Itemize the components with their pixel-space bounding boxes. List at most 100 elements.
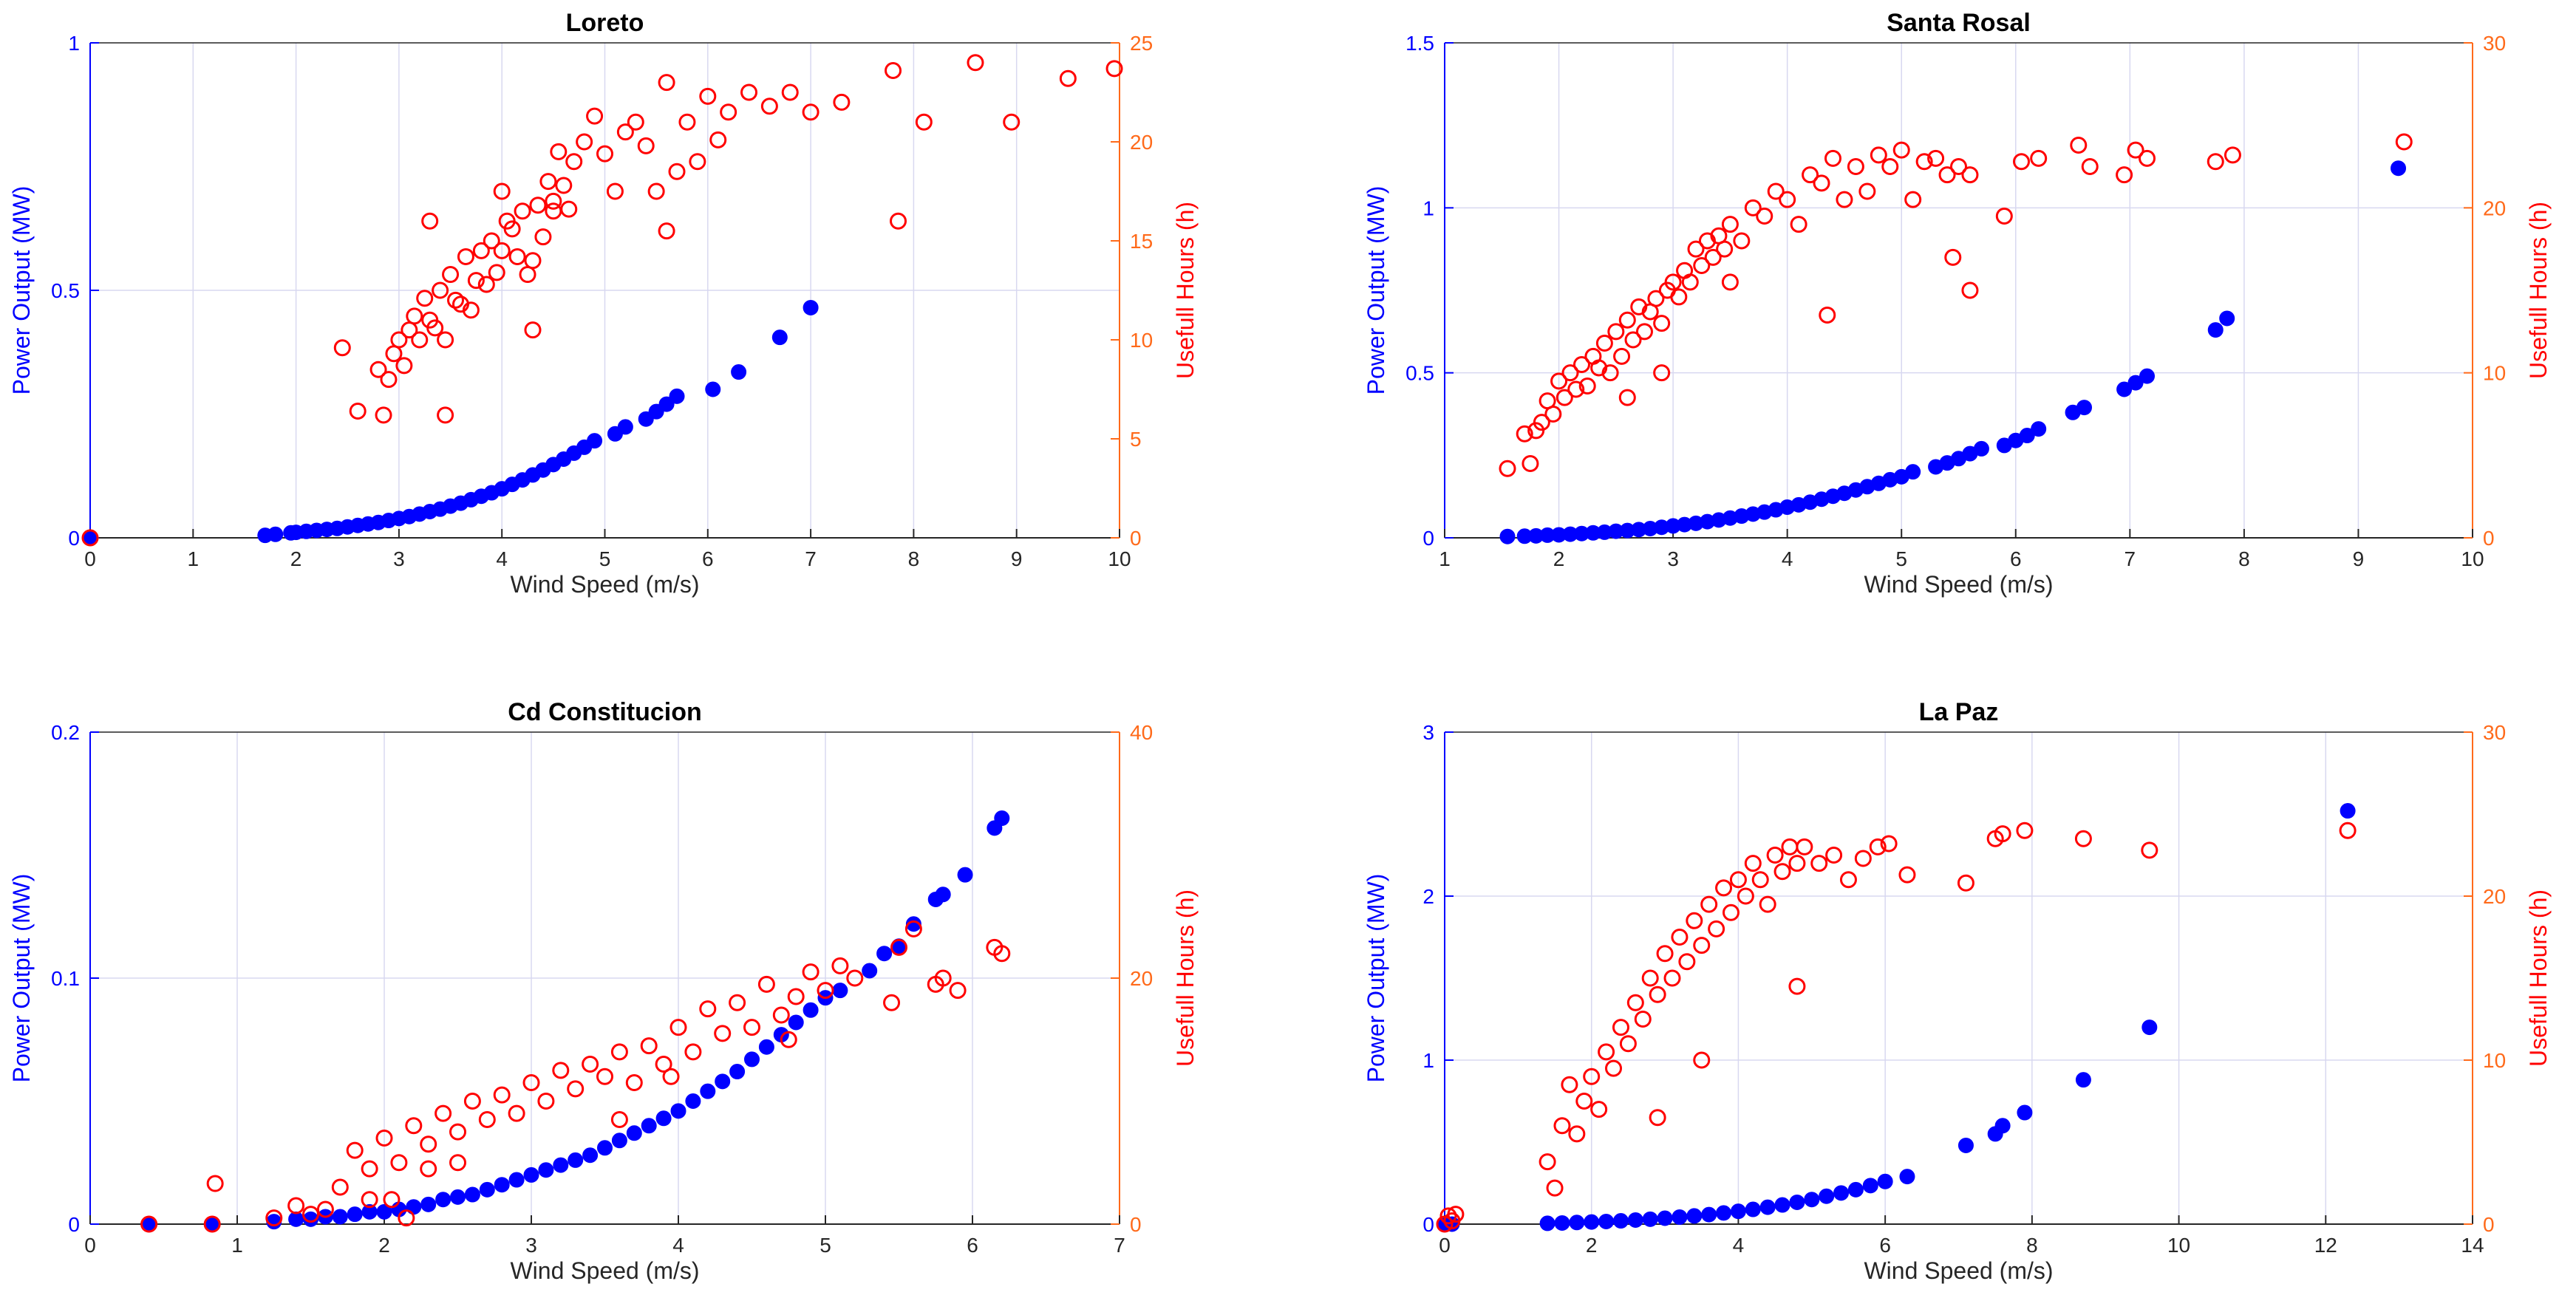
y-left-tick-label: 1 [68,32,80,55]
usefull-hours-point [1634,1011,1652,1028]
usefull-hours-point [1759,895,1776,913]
usefull-hours-point [658,222,675,240]
usefull-hours-point [463,1093,481,1110]
y-left-tick-label: 3 [1422,721,1434,744]
y-left-tick-label: 0 [1422,1213,1434,1236]
usefull-hours-point [1681,273,1699,291]
power-output-point [1672,1209,1688,1225]
power-output-point [2031,421,2047,437]
usefull-hours-point [627,113,644,131]
power-output-point [1657,1210,1673,1226]
power-output-point [670,1103,686,1119]
usefull-hours-point [1550,372,1568,390]
power-output-point [1539,1215,1556,1232]
y-right-tick-label: 15 [1130,230,1153,253]
usefull-hours-point [1733,232,1751,250]
x-tick-label: 4 [496,547,508,570]
usefull-hours-point [395,357,413,375]
usefull-hours-point [689,153,706,171]
usefull-hours-point [668,163,686,180]
x-tick-label: 2 [378,1234,390,1257]
usefull-hours-point [1653,364,1671,382]
usefull-hours-point [426,319,444,337]
power-output-point [1627,1212,1643,1228]
power-output-point [332,1209,348,1225]
y-left-tick-label: 0.5 [1405,362,1434,385]
usefull-hours-point [1722,904,1740,921]
usefull-hours-point [1583,1068,1601,1085]
usefull-hours-point [1544,406,1562,423]
usefull-hours-point [457,247,474,265]
usefull-hours-point [287,1197,305,1215]
y-left-axis-label: Power Output (MW) [8,186,35,395]
x-tick-label: 5 [1895,547,1907,570]
usefull-hours-point [437,331,454,349]
usefull-hours-point [1626,994,1644,1011]
power-output-point [641,1118,657,1134]
usefull-hours-point [1556,389,1573,406]
power-output-point [771,329,788,346]
x-tick-label: 7 [2124,547,2136,570]
x-tick-label: 0 [84,1234,96,1257]
x-tick-label: 8 [2026,1234,2038,1257]
usefull-hours-point [1836,191,1853,208]
usefull-hours-point [449,1123,466,1141]
usefull-hours-point [1656,945,1674,963]
y-right-tick-label: 0 [1130,527,1142,550]
usefull-hours-point [1756,208,1773,225]
x-tick-label: 3 [393,547,405,570]
power-output-point [731,364,747,380]
usefull-hours-point [1522,455,1539,472]
usefull-hours-point [140,1215,158,1233]
x-tick-label: 8 [2238,547,2250,570]
usefull-hours-point [640,1037,658,1055]
usefull-hours-point [1813,174,1830,192]
usefull-hours-point [2139,149,2156,167]
y-right-tick-label: 20 [2483,885,2506,908]
power-output-point [347,1206,363,1223]
x-tick-label: 0 [84,547,96,570]
power-output-point [1973,440,1989,457]
usefull-hours-point [1687,240,1705,258]
power-output-point [611,1133,627,1149]
y-right-tick-label: 10 [2483,362,2506,385]
usefull-hours-point [1539,1153,1556,1171]
usefull-hours-point [1664,273,1682,291]
x-tick-label: 4 [1782,547,1793,570]
usefull-hours-point [760,98,778,115]
usefull-hours-point [1927,149,1945,167]
y-right-tick-label: 30 [2483,721,2506,744]
usefull-hours-point [1796,838,1813,855]
usefull-hours-point [1825,847,1843,864]
x-tick-label: 6 [1879,1234,1891,1257]
usefull-hours-point [1744,855,1762,872]
usefull-hours-point [1904,191,1922,208]
usefull-hours-point [1788,977,1806,995]
usefull-hours-point [817,982,834,1000]
usefull-hours-point [1605,1059,1623,1077]
usefull-hours-point [2013,153,2031,171]
usefull-hours-point [1858,182,1876,200]
usefull-hours-point [302,1206,319,1223]
usefull-hours-point [1533,414,1550,431]
y-left-tick-label: 0.5 [51,279,80,302]
usefull-hours-point [967,54,984,72]
usefull-hours-point [904,920,922,937]
usefull-hours-point [743,1019,760,1036]
y-right-tick-label: 10 [2483,1049,2506,1072]
power-output-point [994,810,1010,827]
power-output-point [655,1110,672,1127]
usefull-hours-point [1708,920,1725,937]
power-output-point [685,1093,701,1109]
x-tick-label: 2 [1586,1234,1598,1257]
power-output-point [700,1083,716,1099]
usefull-hours-point [567,1080,585,1098]
power-output-point [1716,1205,1732,1221]
usefull-hours-point [582,1056,599,1073]
usefull-hours-point [596,1068,613,1085]
usefull-hours-point [1870,146,1887,164]
power-output-point [1774,1197,1790,1213]
power-output-point [1745,1201,1761,1217]
usefull-hours-point [406,307,423,325]
